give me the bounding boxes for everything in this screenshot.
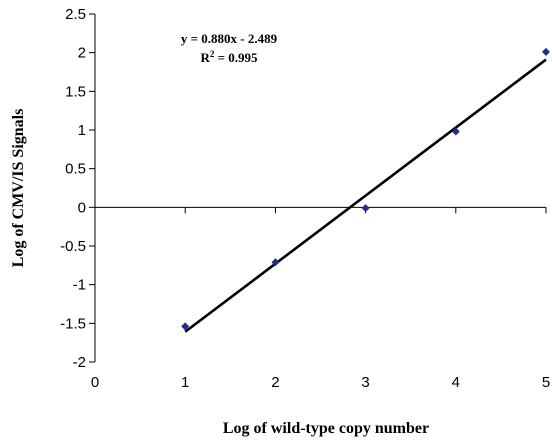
data-point <box>181 322 190 331</box>
x-tick-label: 5 <box>542 374 550 391</box>
x-tick-label: 4 <box>452 374 460 391</box>
y-tick-label: -1 <box>73 277 86 294</box>
y-tick-label: 2 <box>78 45 86 62</box>
y-tick-label: -1.5 <box>60 315 86 332</box>
data-point <box>271 258 280 267</box>
trendline <box>184 58 547 333</box>
y-tick-label: 0.5 <box>65 161 86 178</box>
plot-area: -2 -1.5 -1 -0.5 0 0.5 1 1.5 2 2.5 0 1 2 3 4 5 <box>60 6 550 391</box>
x-axis-title: Log of wild-type copy number <box>223 420 429 437</box>
x-tick-label: 3 <box>361 374 369 391</box>
x-tick-label: 2 <box>271 374 279 391</box>
regression-equation: y = 0.880x - 2.489 <box>181 31 278 46</box>
data-point <box>542 47 550 56</box>
data-point <box>361 204 370 213</box>
y-axis-title: Log of CMV/IS Signals <box>10 109 27 268</box>
x-tick-label: 1 <box>181 374 189 391</box>
r-squared-label: R2 = 0.995 <box>200 49 258 65</box>
y-tick-label: -0.5 <box>60 238 86 255</box>
data-point <box>451 127 460 136</box>
y-tick-label: -2 <box>73 354 86 371</box>
y-tick-label: 2.5 <box>65 6 86 23</box>
y-tick-label: 1.5 <box>65 83 86 100</box>
y-tick-label: 0 <box>78 199 86 216</box>
x-tick-label: 0 <box>91 374 99 391</box>
y-tick-label: 1 <box>78 122 86 139</box>
